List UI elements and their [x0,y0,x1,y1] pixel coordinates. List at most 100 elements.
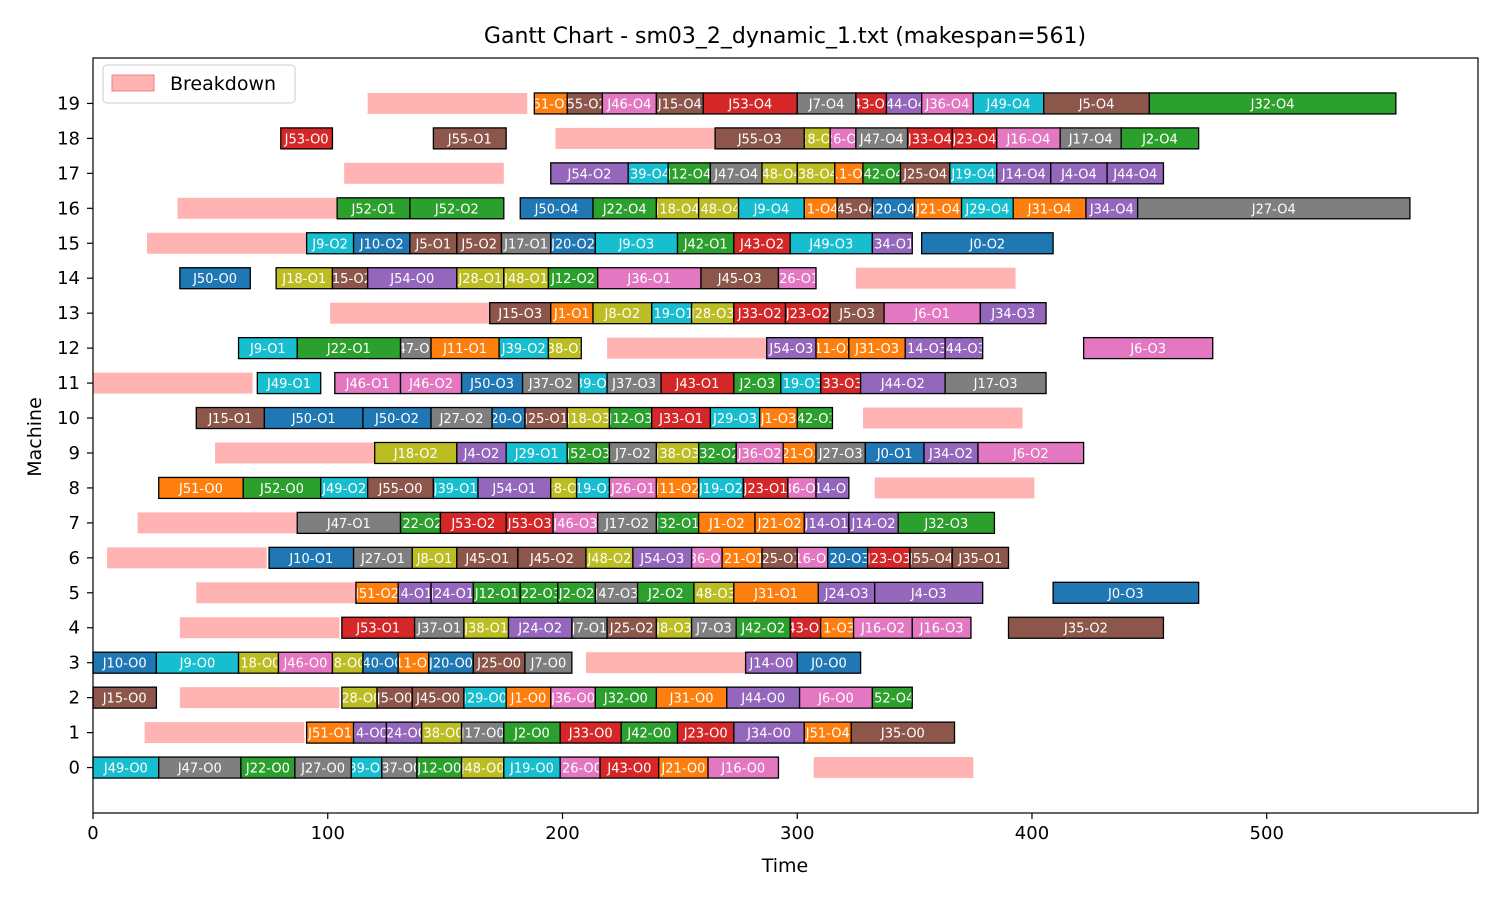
legend-label-breakdown: Breakdown [170,73,276,95]
task-label: J44-O0 [740,692,785,707]
y-tick-label: 6 [69,548,80,569]
task-label: J22-O4 [602,202,647,217]
task-label: J12-O2 [550,272,595,287]
task-label: J10-O1 [288,552,333,567]
task-label: J31-O3 [854,342,899,357]
task-label: J33-O0 [568,727,613,742]
task-label: J44-O4 [881,97,926,112]
y-tick-label: 13 [57,303,80,324]
task-label: J0-O1 [876,447,913,462]
x-tick-label: 500 [1250,823,1284,844]
task-label: J19-O3 [778,377,823,392]
task-label: J27-O0 [300,762,345,777]
task-label: J39-O4 [625,167,670,182]
task-label: J12-O4 [666,167,711,182]
task-label: J43-O1 [675,377,720,392]
task-label: J12-O1 [474,587,519,602]
task-label: J54-O2 [567,167,612,182]
y-tick-label: 8 [69,478,80,499]
task-bar [1136,197,1411,220]
task-label: J11-O2 [655,482,700,497]
task-label: J23-O2 [785,307,830,322]
task-label: J36-O2 [737,447,782,462]
task-bar [944,371,1047,395]
y-tick-label: 4 [69,618,80,639]
task-label: J15-O3 [497,307,542,322]
task-label: J54-O0 [389,272,434,287]
task-label: J4-O4 [1060,167,1097,182]
task-label: J1-O4 [802,202,839,217]
task-label: J19-O4 [950,167,995,182]
task-label: J8-O1 [416,552,453,567]
task-label: J23-O3 [866,552,911,567]
breakdown-bar [146,232,307,254]
task-label: J50-O1 [291,412,336,427]
task-bar [707,756,780,779]
task-label: J48-O3 [691,587,736,602]
task-label: J42-O2 [740,622,785,637]
task-label: J4-O1 [396,587,433,602]
task-label: J34-O3 [990,307,1035,322]
task-label: J48-O4 [757,167,802,182]
task-label: J0-O2 [969,237,1006,252]
y-tick-label: 18 [57,128,80,149]
y-tick-label: 12 [57,338,80,359]
task-label: J7-O0 [530,657,567,672]
y-tick-label: 11 [57,373,80,394]
task-label: J18-O0 [236,657,281,672]
task-label: J22-O2 [398,517,443,532]
task-label: J38-O2 [542,342,587,357]
task-label: J11-O1 [442,342,487,357]
task-label: J14-O1 [809,482,854,497]
task-label: J35-O2 [1063,622,1108,637]
chart-title: Gantt Chart - sm03_2_dynamic_1.txt (make… [484,24,1086,49]
task-label: J51-O4 [805,727,850,742]
task-label: J39-O2 [501,342,546,357]
task-label: J17-O3 [973,377,1018,392]
task-label: J38-O3 [655,447,700,462]
task-label: J43-O0 [606,762,651,777]
task-label: J28-O2 [541,482,586,497]
task-label: J2-O3 [738,377,775,392]
task-bar [280,127,334,150]
task-label: J14-O1 [804,517,849,532]
task-label: J18-O4 [655,202,700,217]
task-label: J18-O2 [393,447,438,462]
task-label: J39-O0 [344,762,389,777]
task-label: J43-O2 [739,237,784,252]
task-bar [547,336,582,360]
legend-swatch-breakdown [111,74,155,92]
task-label: J49-O0 [103,762,148,777]
x-tick-label: 300 [780,823,814,844]
task-label: J29-O3 [712,412,757,427]
task-label: J51-O0 [178,482,223,497]
x-tick-label: 100 [311,823,345,844]
task-label: J7-O3 [695,622,732,637]
task-label: J8-O2 [604,307,641,322]
breakdown-bar [196,582,356,604]
task-label: J49-O3 [808,237,853,252]
task-label: J15-O4 [657,97,702,112]
task-label: J36-O0 [550,692,595,707]
task-label: J8-O0 [329,657,366,672]
task-bar [1120,127,1200,150]
task-label: J47-O2 [393,342,438,357]
task-label: J25-O3 [757,552,802,567]
task-label: J21-O0 [660,762,705,777]
task-label: J9-O2 [311,237,348,252]
task-label: J20-O0 [428,657,473,672]
task-label: J37-O0 [376,762,421,777]
task-label: J11-O4 [826,167,871,182]
task-label: J10-O0 [102,657,147,672]
task-label: J9-O0 [179,657,216,672]
y-tick-label: 14 [57,268,80,289]
task-label: J16-O0 [720,762,765,777]
task-label: J46-O1 [345,377,390,392]
task-label: J42-O4 [859,167,904,182]
task-label: J1-O3 [760,412,797,427]
task-label: J25-O1 [523,412,568,427]
task-label: J35-O1 [957,552,1002,567]
task-label: J40-O0 [358,657,403,672]
task-label: J39-O3 [570,377,615,392]
